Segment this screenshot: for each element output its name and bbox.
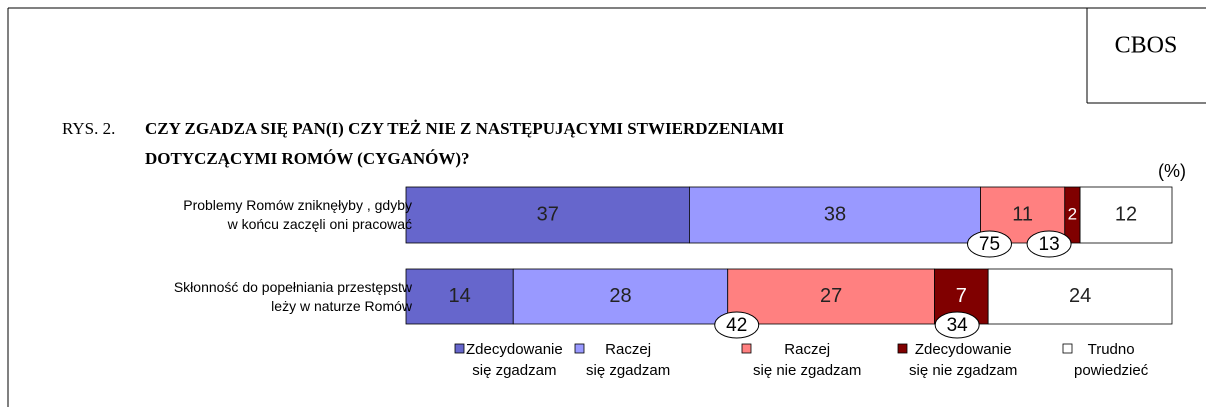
sum-oval (967, 230, 1012, 258)
legend-label: Trudno powiedzieć (1074, 341, 1149, 379)
value-label: 12 (1115, 203, 1137, 225)
bar-segment (405, 186, 690, 244)
value-label: 37 (537, 203, 559, 225)
bar-segment (512, 268, 729, 325)
value-label: 24 (1069, 285, 1091, 307)
bar-segment (727, 268, 935, 325)
category-label: Problemy Romów zniknęłyby , gdyby w końc… (183, 197, 412, 232)
sum-label: 42 (726, 315, 747, 336)
value-label: 27 (820, 285, 842, 307)
legend-label: Zdecydowanie się zgadzam (466, 341, 563, 379)
sum-oval (1026, 230, 1072, 258)
value-label: 2 (1068, 204, 1077, 223)
chart-title: CZY ZGADZA SIĘ PAN(I) CZY TEŻ NIE Z NAST… (145, 119, 784, 138)
legend-label: Raczej się nie zgadzam (753, 341, 862, 379)
figure-label: RYS. 2. (62, 119, 115, 138)
bar-segment (987, 268, 1173, 325)
sum-label: 34 (947, 315, 969, 336)
value-label: 7 (956, 285, 967, 307)
sum-oval (934, 311, 980, 339)
category-label: Skłonność do popełniania przestępstw leż… (173, 278, 412, 314)
chart-subtitle: DOTYCZĄCYMI ROMÓW (CYGANÓW)? (145, 149, 470, 168)
bar-segment (1079, 186, 1173, 244)
legend-swatch (1062, 343, 1073, 354)
value-label: 14 (448, 285, 470, 307)
sum-oval (714, 311, 760, 339)
legend-swatch (574, 343, 585, 354)
legend-label: Raczej się zgadzam (586, 341, 671, 379)
legend-label: Zdecydowanie się nie zgadzam (909, 341, 1018, 379)
value-label: 11 (1012, 203, 1033, 225)
bar-segment (689, 186, 981, 244)
sum-label: 13 (1039, 234, 1060, 255)
legend-swatch (454, 343, 465, 354)
source: CBOS (1115, 33, 1178, 59)
value-label: 38 (824, 203, 846, 225)
unit: (%) (1158, 161, 1186, 181)
sum-label: 75 (979, 234, 1000, 255)
value-label: 28 (609, 285, 631, 307)
legend-swatch (897, 343, 908, 354)
bar-segment (405, 268, 514, 325)
legend-swatch (741, 343, 752, 354)
